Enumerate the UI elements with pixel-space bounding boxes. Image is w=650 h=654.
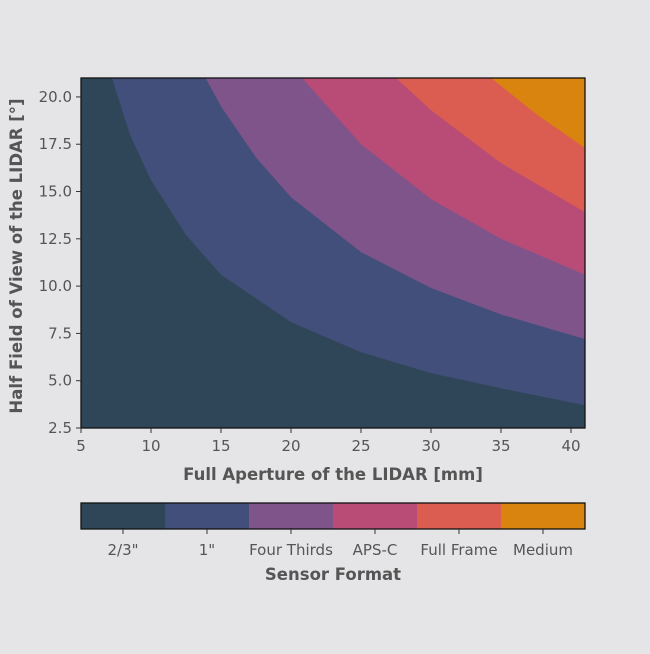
colorbar-swatch: [417, 503, 502, 529]
y-tick-label: 12.5: [39, 230, 72, 248]
colorbar-tick-label: 1": [199, 541, 215, 559]
x-tick-label: 15: [211, 437, 230, 455]
y-axis-ticks: 2.5 5.0 7.5 10.0 12.5 15.0 17.5 20.0: [39, 88, 81, 437]
colorbar-tick-label: 2/3": [107, 541, 138, 559]
x-axis-ticks: 5 10 15 20 25 30 35 40: [76, 428, 581, 455]
colorbar-tick-label: Medium: [513, 541, 573, 559]
y-tick-label: 17.5: [39, 135, 72, 153]
colorbar-swatch: [333, 503, 418, 529]
colorbar-tick-label: Full Frame: [420, 541, 497, 559]
colorbar-swatch: [81, 503, 166, 529]
colorbar-tick-label: Four Thirds: [249, 541, 333, 559]
colorbar-swatch: [165, 503, 250, 529]
x-tick-label: 20: [281, 437, 300, 455]
x-tick-label: 30: [421, 437, 440, 455]
x-tick-label: 35: [491, 437, 510, 455]
x-tick-label: 40: [561, 437, 580, 455]
colorbar-tick-label: APS-C: [353, 541, 398, 559]
plot-regions: [81, 78, 586, 428]
x-tick-label: 5: [76, 437, 86, 455]
x-axis-label: Full Aperture of the LIDAR [mm]: [183, 465, 483, 484]
y-tick-label: 2.5: [48, 419, 72, 437]
y-tick-label: 15.0: [39, 183, 72, 201]
region-5: [491, 78, 585, 148]
colorbar-swatch: [501, 503, 586, 529]
x-tick-label: 25: [351, 437, 370, 455]
colorbar-label: Sensor Format: [265, 565, 401, 584]
y-tick-label: 20.0: [39, 88, 72, 106]
colorbar-frame: [80, 502, 586, 530]
x-tick-label: 10: [141, 437, 160, 455]
y-tick-label: 10.0: [39, 277, 72, 295]
colorbar: 2/3" 1" Four Thirds APS-C Full Frame Medium: [80, 502, 586, 559]
y-tick-label: 5.0: [48, 372, 72, 390]
plot-frame: [80, 77, 586, 429]
y-axis-label: Half Field of View of the LIDAR [°]: [7, 98, 26, 413]
colorbar-swatch: [249, 503, 334, 529]
y-tick-label: 7.5: [48, 324, 72, 342]
